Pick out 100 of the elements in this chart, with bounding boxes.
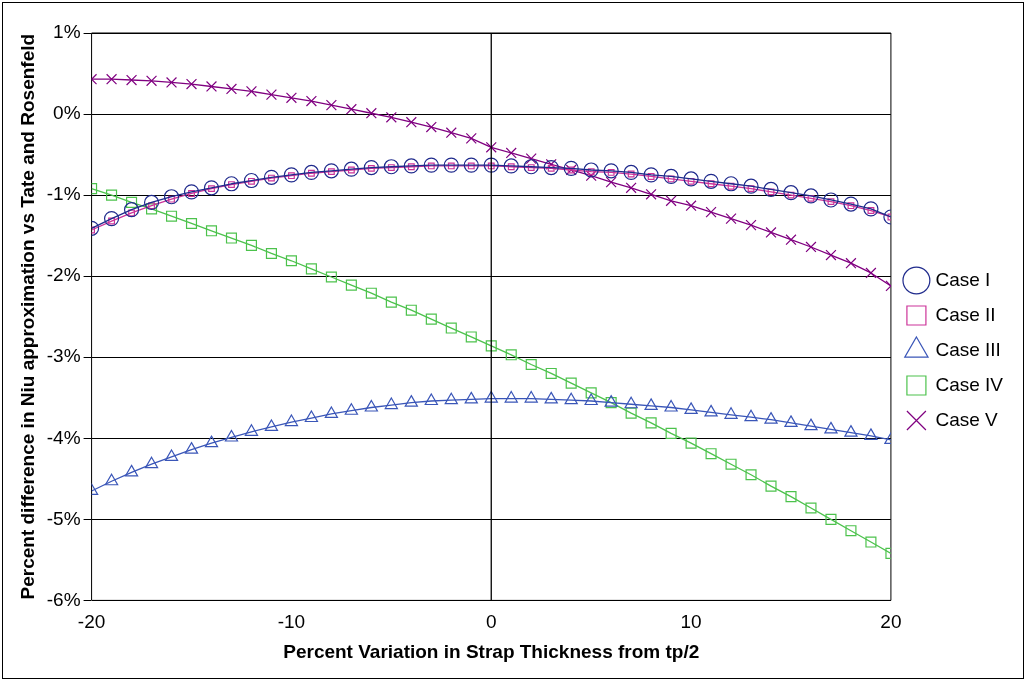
point <box>243 172 260 189</box>
point <box>324 406 339 419</box>
point <box>325 271 337 283</box>
point <box>544 391 558 404</box>
legend-label: Case III <box>935 338 1001 360</box>
y-tick-label: -3% <box>46 345 81 367</box>
point <box>445 127 457 139</box>
point <box>203 180 220 196</box>
y-tick-label: -2% <box>46 264 81 286</box>
point <box>325 99 337 111</box>
point <box>565 377 577 389</box>
point <box>625 182 637 194</box>
legend-label: Case IV <box>935 373 1004 395</box>
point <box>863 201 879 217</box>
y-tick-label: 1% <box>53 21 81 43</box>
point <box>223 176 240 192</box>
point <box>704 404 718 417</box>
point <box>264 419 279 432</box>
point <box>585 387 597 399</box>
point <box>803 188 819 204</box>
point <box>185 217 198 230</box>
point <box>405 304 417 316</box>
point <box>144 456 159 469</box>
point <box>723 176 739 192</box>
point <box>743 178 759 194</box>
point <box>443 157 459 173</box>
point <box>285 92 297 104</box>
point <box>364 399 379 412</box>
point <box>503 158 519 174</box>
point <box>284 414 299 427</box>
point <box>823 192 839 208</box>
point <box>184 442 199 454</box>
point <box>725 458 737 470</box>
point <box>425 313 437 325</box>
point <box>784 415 798 427</box>
point <box>545 367 557 379</box>
point <box>645 417 657 429</box>
point <box>783 185 799 201</box>
point <box>305 95 317 107</box>
point <box>345 103 357 115</box>
point <box>383 159 399 175</box>
point <box>644 398 658 410</box>
point <box>805 502 817 514</box>
point <box>843 196 859 212</box>
point <box>365 107 377 119</box>
point <box>465 331 477 343</box>
point <box>483 157 499 173</box>
x-tick-label: 10 <box>680 611 702 633</box>
point <box>665 195 677 207</box>
point <box>745 219 757 231</box>
x-tick-label: 20 <box>880 611 902 633</box>
point <box>744 409 758 422</box>
point <box>765 226 777 238</box>
point <box>683 171 699 187</box>
y-tick-label: -1% <box>46 183 81 205</box>
point <box>705 206 717 218</box>
point <box>165 76 178 88</box>
y-tick-label: 0% <box>53 102 81 124</box>
point <box>344 403 359 415</box>
point <box>185 78 198 90</box>
point <box>745 469 757 481</box>
point <box>404 395 418 407</box>
x-axis-title: Percent Variation in Strap Thickness from tp/2 <box>283 640 700 662</box>
point <box>424 393 438 406</box>
point <box>643 167 659 183</box>
point <box>363 159 379 176</box>
point <box>504 390 518 403</box>
point <box>385 111 397 123</box>
point <box>785 491 797 503</box>
point <box>584 393 598 406</box>
point <box>304 410 319 423</box>
point <box>225 83 238 95</box>
point <box>623 164 639 181</box>
point <box>524 390 538 403</box>
point <box>405 116 417 128</box>
point <box>205 80 218 93</box>
point <box>765 480 777 492</box>
point <box>624 396 638 409</box>
point <box>785 234 797 246</box>
point <box>126 74 138 86</box>
point <box>124 464 139 477</box>
point <box>145 203 158 215</box>
point <box>825 513 837 525</box>
point <box>143 194 160 211</box>
point <box>103 211 120 227</box>
point <box>664 399 678 412</box>
point <box>245 239 257 251</box>
x-tick-label: -10 <box>277 611 306 633</box>
y-tick-label: -6% <box>46 588 81 610</box>
point <box>323 163 339 179</box>
point <box>263 169 280 185</box>
y-tick-label: -5% <box>46 507 81 529</box>
point <box>365 287 377 299</box>
point <box>225 232 238 244</box>
point <box>106 73 118 85</box>
point <box>265 247 277 260</box>
point <box>445 322 457 334</box>
point <box>423 157 439 173</box>
point <box>864 428 878 440</box>
point <box>685 200 697 212</box>
